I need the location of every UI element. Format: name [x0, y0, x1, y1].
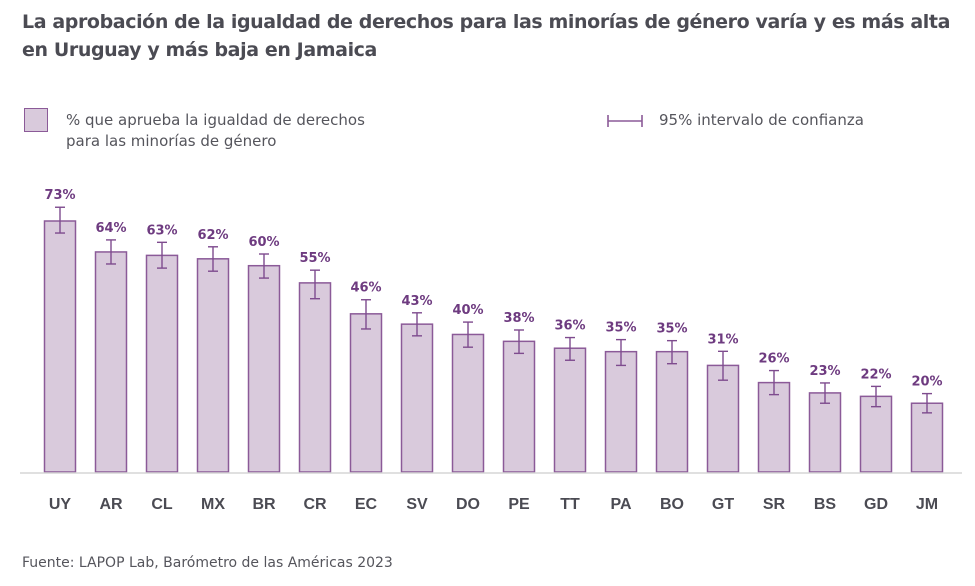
bar-do	[451, 333, 485, 473]
legend-bar-label-line-1: % que aprueba la igualdad de derechos	[66, 111, 365, 129]
value-label-gd: 22%	[860, 367, 891, 382]
bar-gt	[706, 364, 740, 473]
x-tick-label-gt: GT	[712, 496, 734, 513]
x-tick-label-gd: GD	[864, 496, 888, 513]
value-label-br: 60%	[248, 235, 279, 250]
bar-ar	[94, 251, 128, 473]
value-label-cl: 63%	[146, 223, 177, 238]
legend-bar-label: % que aprueba la igualdad de derechos pa…	[66, 110, 426, 152]
bar-tt	[553, 347, 587, 473]
x-tick-label-jm: JM	[916, 496, 938, 513]
value-label-pe: 38%	[503, 311, 534, 326]
chart-title: La aprobación de la igualdad de derechos…	[22, 11, 951, 61]
bar-cr	[298, 282, 332, 473]
bar-chart: 73% UY 64% AR 63% CL 62% MX 60% BR 55% CR 46% EC 43% SV…	[20, 188, 962, 513]
value-label-mx: 62%	[197, 228, 228, 243]
x-tick-label-cr: CR	[303, 496, 327, 513]
value-label-ec: 46%	[350, 281, 381, 296]
value-label-bo: 35%	[656, 322, 687, 337]
bar-sr	[757, 381, 791, 473]
x-tick-label-ar: AR	[99, 496, 123, 513]
bar-sv	[400, 323, 434, 473]
x-tick-label-sr: SR	[763, 496, 786, 513]
x-tick-label-ec: EC	[355, 496, 378, 513]
x-tick-label-mx: MX	[201, 496, 225, 513]
legend-bar-swatch	[24, 108, 48, 132]
value-label-jm: 20%	[911, 375, 942, 390]
x-tick-label-cl: CL	[151, 496, 173, 513]
x-tick-label-pe: PE	[508, 496, 530, 513]
value-label-ar: 64%	[95, 221, 126, 236]
x-tick-label-tt: TT	[560, 496, 580, 513]
bar-pa	[604, 350, 638, 473]
value-label-uy: 73%	[44, 188, 75, 203]
x-tick-label-br: BR	[252, 496, 276, 513]
bar-uy	[43, 220, 77, 473]
value-label-do: 40%	[452, 303, 483, 318]
legend-bar-label-line-2: para las minorías de género	[66, 132, 277, 150]
x-tick-label-sv: SV	[406, 496, 428, 513]
x-tick-label-uy: UY	[49, 496, 72, 513]
confidence-interval-icon	[607, 115, 643, 127]
value-label-bs: 23%	[809, 364, 840, 379]
x-tick-label-bo: BO	[660, 496, 684, 513]
bar-gd	[859, 395, 893, 473]
bar-bs	[808, 392, 842, 473]
bar-cl	[145, 254, 179, 473]
bar-mx	[196, 258, 230, 473]
value-label-cr: 55%	[299, 251, 330, 266]
value-label-pa: 35%	[605, 321, 636, 336]
value-label-sr: 26%	[758, 352, 789, 367]
value-label-tt: 36%	[554, 319, 585, 334]
x-tick-label-do: DO	[456, 496, 480, 513]
bar-br	[247, 264, 281, 473]
bar-ec	[349, 313, 383, 473]
x-tick-label-pa: PA	[610, 496, 631, 513]
bar-bo	[655, 350, 689, 473]
bar-jm	[910, 402, 944, 473]
bar-pe	[502, 340, 536, 473]
legend-ci-label: 95% intervalo de confianza	[659, 111, 864, 129]
source-note: Fuente: LAPOP Lab, Barómetro de las Amér…	[22, 555, 393, 571]
value-label-gt: 31%	[707, 332, 738, 347]
value-label-sv: 43%	[401, 294, 432, 309]
x-tick-label-bs: BS	[814, 496, 837, 513]
